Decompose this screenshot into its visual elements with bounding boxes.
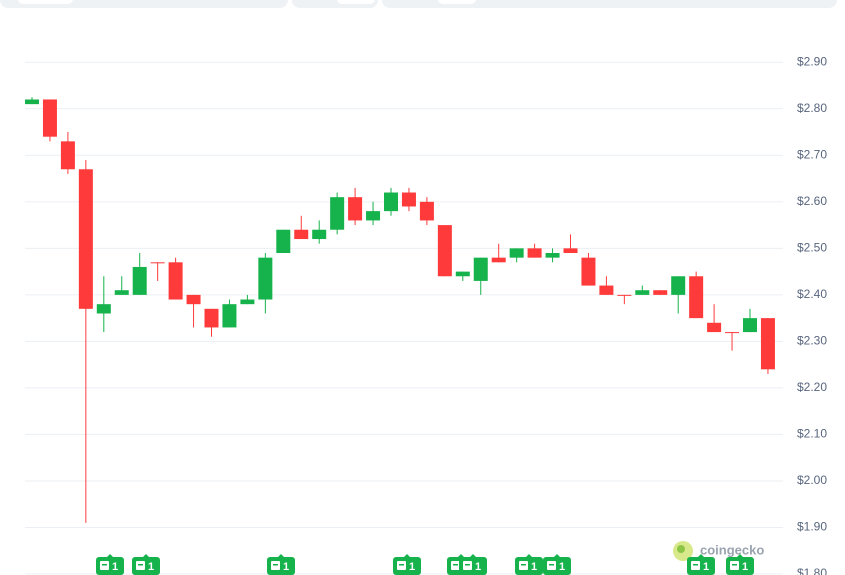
candle-body <box>384 192 398 212</box>
candle-body <box>42 99 57 137</box>
y-tick-label: $2.00 <box>797 473 827 487</box>
badge-count: 1 <box>409 561 415 573</box>
news-badge[interactable]: 1 <box>687 554 715 575</box>
candle-body <box>186 294 201 305</box>
badge-count: 1 <box>148 561 154 573</box>
badge-count: 1 <box>559 561 565 573</box>
candle-body <box>617 294 632 296</box>
news-badge[interactable]: 1 <box>96 554 124 575</box>
y-tick-label: $2.70 <box>797 147 827 161</box>
candle-body <box>707 322 722 333</box>
badge-icon-line <box>732 564 737 566</box>
candle-body <box>725 332 740 334</box>
badge-icon-line <box>465 564 470 566</box>
tab[interactable] <box>18 0 73 4</box>
candle-body <box>294 229 309 240</box>
badge-icon-line <box>273 564 278 566</box>
candle-body <box>653 290 668 295</box>
badge-count: 1 <box>742 561 748 573</box>
badge-count: 1 <box>531 561 537 573</box>
news-badge[interactable]: 1 <box>267 554 295 575</box>
candle-body <box>743 318 757 333</box>
tab-group[interactable] <box>382 0 837 8</box>
badge-icon-line <box>102 564 107 566</box>
candle-body <box>132 266 147 295</box>
candle-body <box>258 257 273 300</box>
candle-body <box>563 248 578 253</box>
y-tick-label: $1.90 <box>797 520 827 534</box>
badge-icon-line <box>549 564 554 566</box>
candle-body <box>330 197 345 230</box>
candle-body <box>401 192 416 207</box>
badge-icon-line <box>138 564 143 566</box>
candle-body <box>96 304 111 314</box>
badge-count: 1 <box>283 561 289 573</box>
candle-body <box>545 253 560 258</box>
candle-body <box>348 197 363 221</box>
y-tick-label: $2.60 <box>797 194 827 208</box>
news-badge[interactable]: 1 <box>393 554 421 575</box>
candle-body <box>25 99 39 105</box>
candle-body <box>60 141 75 170</box>
candle-body <box>760 318 775 370</box>
candle-body <box>509 248 524 258</box>
news-badge[interactable]: 1 <box>132 554 160 575</box>
y-tick-label: $2.10 <box>797 427 827 441</box>
candle-body <box>168 262 183 300</box>
candle-body <box>635 290 650 295</box>
tab-group[interactable] <box>0 0 288 8</box>
y-tick-label: $2.80 <box>797 101 827 115</box>
news-badge[interactable]: 1 <box>459 554 487 575</box>
candle-body <box>491 257 506 263</box>
y-tick-label: $1.80 <box>797 566 827 575</box>
candle-body <box>581 257 596 286</box>
candle-body <box>312 229 327 240</box>
badge-count: 1 <box>475 561 481 573</box>
badge-icon-line <box>399 564 404 566</box>
candle-body <box>240 299 255 305</box>
candle-body <box>437 225 452 277</box>
candle-body <box>455 271 470 277</box>
y-tick-label: $2.50 <box>797 241 827 255</box>
news-badge[interactable]: 1 <box>726 554 754 575</box>
candle-body <box>366 211 381 221</box>
badge-icon-line <box>453 564 458 566</box>
badge-count: 1 <box>703 561 709 573</box>
y-tick-label: $2.90 <box>797 54 827 68</box>
badge-icon-line <box>693 564 698 566</box>
tab[interactable] <box>337 0 375 4</box>
candle-body <box>78 169 93 309</box>
candle-body <box>527 248 542 258</box>
y-tick-label: $2.20 <box>797 380 827 394</box>
y-tick-label: $2.30 <box>797 334 827 348</box>
candle-body <box>114 290 129 295</box>
badge-count: 1 <box>112 561 118 573</box>
watermark-text: coingecko <box>700 542 764 557</box>
candle-body <box>150 262 165 264</box>
candle-body <box>599 285 614 295</box>
candle-body <box>222 304 237 328</box>
news-badge[interactable]: 1 <box>543 554 571 575</box>
tab[interactable] <box>438 0 476 4</box>
watermark: coingecko <box>673 541 764 561</box>
candle-body <box>689 276 704 319</box>
candle-body <box>204 308 219 328</box>
badge-icon-line <box>521 564 526 566</box>
candle-body <box>276 229 291 253</box>
grid <box>25 61 783 575</box>
candle-body <box>419 201 434 221</box>
news-badge[interactable]: 1 <box>515 554 543 575</box>
y-tick-label: $2.40 <box>797 287 827 301</box>
candle-body <box>473 257 488 281</box>
candle-body <box>671 276 686 295</box>
